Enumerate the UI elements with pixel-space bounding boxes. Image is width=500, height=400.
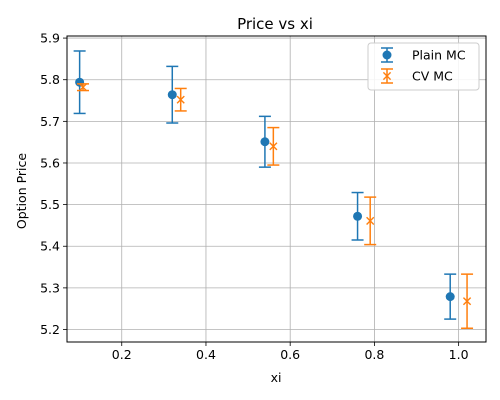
legend-item-plain-mc: Plain MC <box>381 47 466 63</box>
x-marker-stroke <box>78 83 88 92</box>
data-point <box>462 297 472 306</box>
y-tick-label: 5.4 <box>40 239 60 254</box>
legend-marker <box>382 71 392 81</box>
data-point <box>269 142 278 151</box>
y-tick-label: 5.9 <box>40 31 60 46</box>
x-marker-stroke <box>462 297 472 306</box>
data-point <box>353 211 363 221</box>
data-point <box>78 83 88 92</box>
legend-box <box>367 42 480 91</box>
y-tick-label: 5.3 <box>40 280 60 295</box>
y-tick-label: 5.5 <box>40 197 60 212</box>
x-marker-stroke <box>269 142 278 151</box>
plot-frame <box>66 35 487 343</box>
ticks: 0.2 0.4 0.6 0.8 1.0 5.2 5.3 5.4 5.5 5.6 5.7 5.8 5.9 <box>40 31 468 362</box>
x-tick-label: 0.8 <box>364 347 384 362</box>
x-tick-label: 0.2 <box>112 347 132 362</box>
y-tick-label: 5.6 <box>40 155 60 170</box>
data-point <box>260 137 270 147</box>
x-marker-stroke <box>366 216 375 225</box>
y-tick-label: 5.7 <box>40 114 60 129</box>
grid <box>67 36 486 342</box>
data-point <box>176 95 185 104</box>
legend-label: CV MC <box>412 69 453 84</box>
x-tick-label: 0.6 <box>280 347 300 362</box>
x-marker-stroke <box>382 71 392 81</box>
chart-title: Price vs xi <box>237 15 313 33</box>
data-point <box>366 216 375 225</box>
legend: Plain MC CV MC <box>367 42 480 91</box>
data-point <box>445 292 455 302</box>
legend-marker <box>382 50 392 60</box>
x-marker-stroke <box>176 95 185 104</box>
legend-label: Plain MC <box>412 48 466 63</box>
data-point <box>167 90 177 100</box>
x-axis-label: xi <box>271 370 282 385</box>
legend-item-cv-mc: CV MC <box>381 68 453 84</box>
y-axis-label: Option Price <box>14 153 29 229</box>
y-tick-label: 5.2 <box>40 322 60 337</box>
x-tick-label: 0.4 <box>196 347 216 362</box>
series-plain-mc <box>73 50 457 320</box>
y-tick-label: 5.8 <box>40 72 60 87</box>
series-cv-mc <box>77 83 474 330</box>
plot-marks <box>73 50 474 330</box>
x-tick-label: 1.0 <box>449 347 469 362</box>
